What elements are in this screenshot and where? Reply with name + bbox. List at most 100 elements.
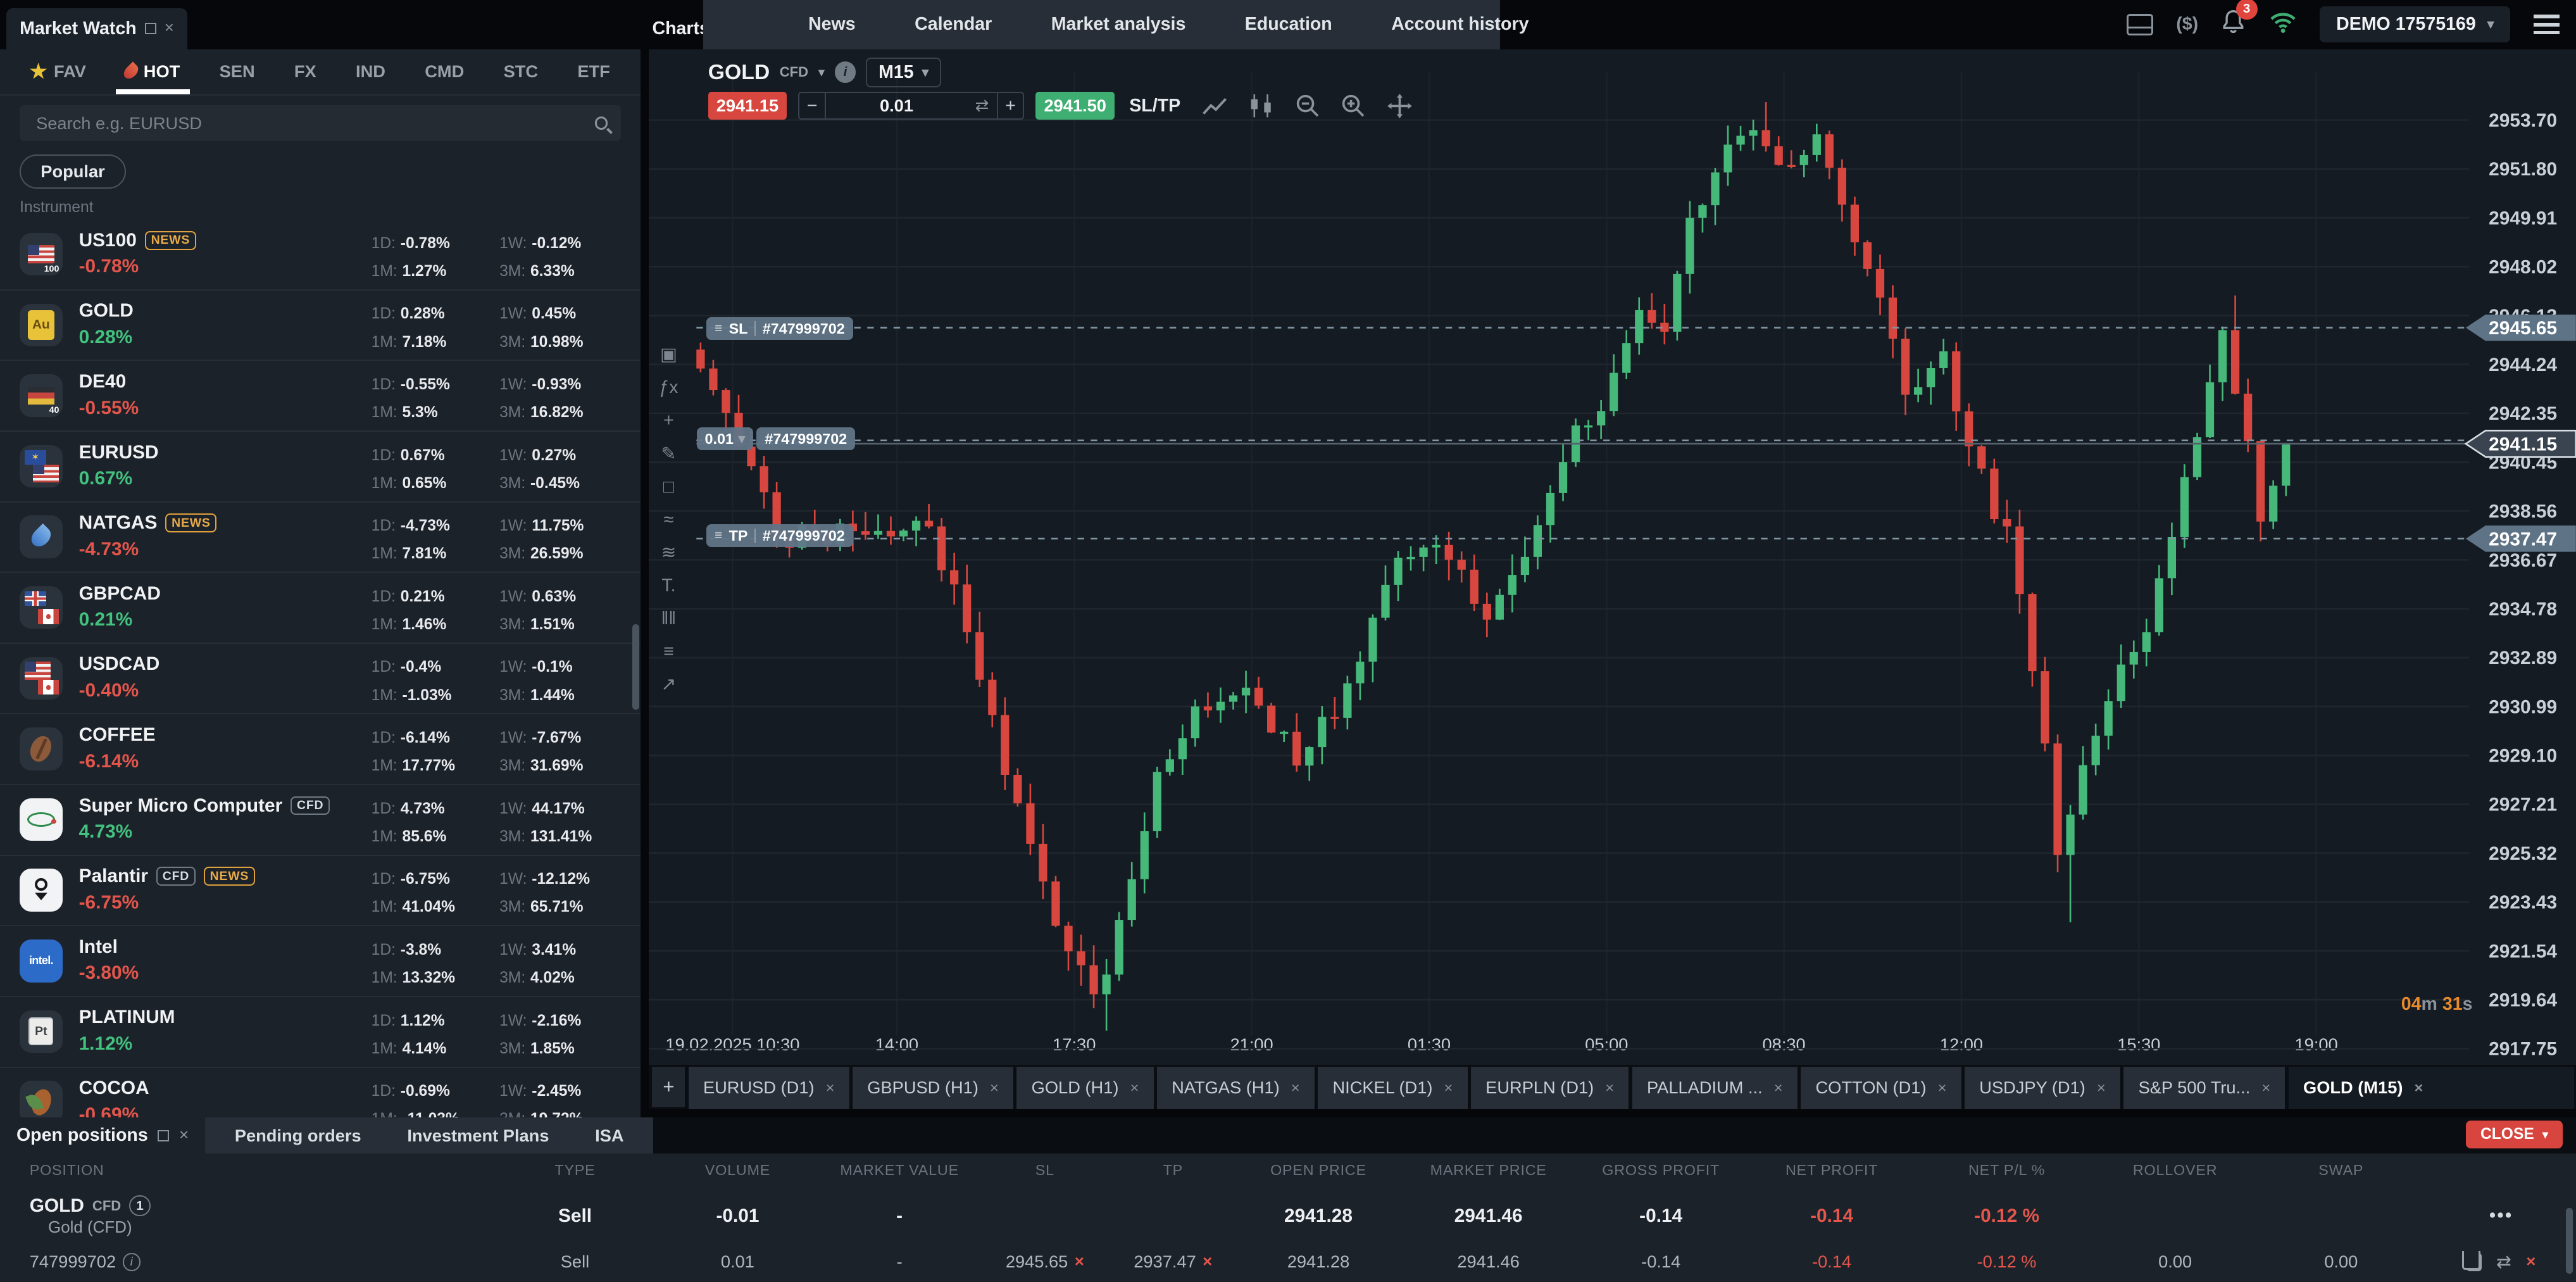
list-item-eurusd[interactable]: ✶ EURUSD 0.67% 1D: 0.67% 1W: 0.27% 1M: 0.65% 3M: -… <box>0 432 641 503</box>
position-volume-pill[interactable]: 0.01 ▾ <box>696 427 754 451</box>
close-icon[interactable]: × <box>2097 1079 2106 1096</box>
line-chart-style-icon[interactable] <box>1202 96 1229 117</box>
table-row[interactable]: GOLD CFD 1 Gold (CFD) Sell -0.01 - 2941.28 2941.… <box>0 1186 2576 1245</box>
close-icon[interactable]: × <box>1605 1079 1615 1096</box>
tab-pending-orders[interactable]: Pending orders <box>234 1125 361 1145</box>
close-icon[interactable]: × <box>1937 1079 1947 1096</box>
market-watch-tab-»[interactable]: » <box>630 49 641 94</box>
list-item-palantir[interactable]: Palantir CFD NEWS -6.75% 1D: -6.75% 1W: -12.12%… <box>0 856 641 927</box>
layout-panels-icon[interactable] <box>2127 14 2153 35</box>
close-icon[interactable]: × <box>164 19 174 37</box>
chart-tab-eurusd-d1-[interactable]: EURUSD (D1) × <box>688 1066 849 1110</box>
scrollbar-thumb[interactable] <box>632 624 639 710</box>
list-item-platinum[interactable]: Pt PLATINUM 1.12% 1D: 1.12% 1W: -2.16% 1M: 4.14%… <box>0 997 641 1068</box>
list-item-usdcad[interactable]: USDCAD -0.40% 1D: -0.4% 1W: -0.1% 1M: -1.03% 3M:… <box>0 644 641 715</box>
buy-price-button[interactable]: 2941.50 <box>1035 92 1115 120</box>
share-icon[interactable]: ↗ <box>661 674 677 695</box>
maximize-icon[interactable] <box>144 23 156 35</box>
zoom-out-icon[interactable] <box>1296 94 1320 118</box>
scrollbar-thumb[interactable] <box>2566 1207 2573 1274</box>
remove-sl-icon[interactable]: × <box>1074 1252 1084 1271</box>
volume-decrease-button[interactable]: − <box>799 93 826 119</box>
list-item-gbpcad[interactable]: GBPCAD 0.21% 1D: 0.21% 1W: 0.63% 1M: 1.46% 3M: 1.… <box>0 573 641 644</box>
market-watch-tab-fav[interactable]: ★ FAV <box>10 49 106 94</box>
close-icon[interactable]: × <box>1444 1079 1453 1096</box>
market-watch-window-tab[interactable]: Market Watch × <box>6 8 187 49</box>
market-watch-tab-ind[interactable]: IND <box>336 49 405 94</box>
close-position-button[interactable]: CLOSE ▾ <box>2465 1121 2563 1149</box>
layers-icon[interactable]: ≡ <box>663 641 674 662</box>
nav-item-calendar[interactable]: Calendar <box>915 14 992 35</box>
list-item-coffee[interactable]: COFFEE -6.14% 1D: -6.14% 1W: -7.67% 1M: 17.77% 3… <box>0 714 641 786</box>
chart-tab-cotton-d1-[interactable]: COTTON (D1) × <box>1801 1066 1961 1110</box>
list-item-cocoa[interactable]: COCOA-0.69%1D:-0.69%1W:-2.45%1M:-11.03%3… <box>0 1068 641 1118</box>
list-item-intel[interactable]: intel. Intel -3.80% 1D: -3.8% 1W: 3.41% 1M: 13.3… <box>0 926 641 997</box>
tab-open-positions[interactable]: Open positions × <box>0 1117 206 1154</box>
sell-price-button[interactable]: 2941.15 <box>708 92 787 120</box>
market-watch-tab-cmd[interactable]: CMD <box>405 49 484 94</box>
list-item-de40[interactable]: 40 DE40 -0.55% 1D: -0.55% 1W: -0.93% 1M: 5.3% 3M:… <box>0 361 641 432</box>
menu-hamburger-icon[interactable] <box>2533 15 2560 35</box>
price-chart[interactable]: 19.02.2025 10:30 14:00 17:30 21:00 01:30 05:0… <box>649 49 2576 1065</box>
account-selector-button[interactable]: DEMO 17575169 ▾ <box>2320 6 2511 43</box>
chart-tab-natgas-h1-[interactable]: NATGAS (H1) × <box>1156 1066 1315 1110</box>
chart-tab-nickel-d1-[interactable]: NICKEL (D1) × <box>1318 1066 1468 1110</box>
close-icon[interactable]: × <box>2414 1079 2423 1096</box>
market-watch-tab-stc[interactable]: STC <box>484 49 558 94</box>
chart-tab-gold-h1-[interactable]: GOLD (H1) × <box>1016 1066 1154 1110</box>
chart-tab-gbpusd-h1-[interactable]: GBPUSD (H1) × <box>852 1066 1014 1110</box>
zoom-in-icon[interactable] <box>1341 94 1366 118</box>
close-icon[interactable]: × <box>990 1079 999 1096</box>
volume-tool-icon[interactable]: ‖‖ <box>661 608 677 629</box>
search-icon[interactable] <box>594 116 608 130</box>
close-icon[interactable]: × <box>179 1126 189 1144</box>
row-menu-ellipsis[interactable]: ••• <box>2489 1205 2513 1226</box>
candle-style-icon[interactable] <box>1249 94 1274 118</box>
timeframe-selector[interactable]: M15 ▾ <box>865 57 942 87</box>
list-item-gold[interactable]: Au GOLD 0.28% 1D: 0.28% 1W: 0.45% 1M: 7.18% 3M: 10… <box>0 291 641 361</box>
list-item-us100[interactable]: 100 US100 NEWS -0.78% 1D: -0.78% 1W: -0.12% 1M: 1… <box>0 220 641 291</box>
tab-investment-plans[interactable]: Investment Plans <box>407 1125 549 1145</box>
volume-value[interactable]: 0.01 <box>879 96 913 116</box>
chart-symbol[interactable]: GOLD <box>708 60 770 84</box>
market-watch-tab-fx[interactable]: FX <box>275 49 336 94</box>
duplicate-position-icon[interactable] <box>2461 1250 2482 1271</box>
refresh-icon[interactable]: ⇄ <box>975 97 989 115</box>
notifications-bell-icon[interactable]: 3 <box>2221 0 2258 41</box>
add-indicator-icon[interactable]: + <box>663 410 674 431</box>
maximize-icon[interactable] <box>158 1129 170 1141</box>
remove-tp-icon[interactable]: × <box>1203 1252 1213 1271</box>
indicators-icon[interactable]: ƒx <box>659 377 678 398</box>
market-watch-tab-etf[interactable]: ETF <box>558 49 630 94</box>
nav-item-account-history[interactable]: Account history <box>1391 14 1529 35</box>
chevron-down-icon[interactable]: ▾ <box>818 65 825 80</box>
market-watch-tab-sen[interactable]: SEN <box>199 49 274 94</box>
volume-increase-button[interactable]: + <box>996 93 1023 119</box>
snapshot-icon[interactable]: ▣ <box>660 344 677 365</box>
text-tool-icon[interactable]: T. <box>661 575 676 596</box>
chart-tab-s-p-500-tru-[interactable]: S&P 500 Tru... × <box>2123 1066 2285 1110</box>
chart-tab-palladium-[interactable]: PALLADIUM ... × <box>1632 1066 1798 1110</box>
tp-line-label[interactable]: ≡ TP #747999702 <box>706 524 853 548</box>
chart-tab-eurpln-d1-[interactable]: EURPLN (D1) × <box>1470 1066 1629 1110</box>
sltp-label[interactable]: SL/TP <box>1129 95 1181 116</box>
chart-tab-gold-m15-[interactable]: GOLD (M15) × <box>2288 1066 2575 1110</box>
draw-icon[interactable]: ✎ <box>661 443 677 464</box>
nav-item-market-analysis[interactable]: Market analysis <box>1051 14 1186 35</box>
nav-item-news[interactable]: News <box>808 14 856 35</box>
close-icon[interactable]: × <box>1291 1079 1300 1096</box>
popular-filter-chip[interactable]: Popular <box>20 154 126 189</box>
tab-isa[interactable]: ISA <box>595 1125 624 1145</box>
reverse-position-icon[interactable]: ⇄ <box>2496 1252 2511 1273</box>
position-line-label[interactable]: 0.01 ▾ #747999702 <box>696 427 856 451</box>
pan-move-icon[interactable] <box>1387 93 1412 118</box>
close-icon[interactable]: × <box>1130 1079 1139 1096</box>
chart-tab-usdjpy-d1-[interactable]: USDJPY (D1) × <box>1964 1066 2121 1110</box>
market-watch-tab-hot[interactable]: HOT <box>106 49 199 95</box>
list-item-super-micro-computer[interactable]: Super Micro Computer CFD 4.73% 1D: 4.73% 1W: 4… <box>0 785 641 856</box>
add-chart-tab-button[interactable]: + <box>652 1066 685 1108</box>
close-position-icon[interactable]: × <box>2526 1252 2536 1271</box>
list-item-natgas[interactable]: NATGAS NEWS -4.73% 1D: -4.73% 1W: 11.75% 1M: 7.8… <box>0 503 641 574</box>
close-icon[interactable]: × <box>2261 1079 2271 1096</box>
close-icon[interactable]: × <box>825 1079 835 1096</box>
